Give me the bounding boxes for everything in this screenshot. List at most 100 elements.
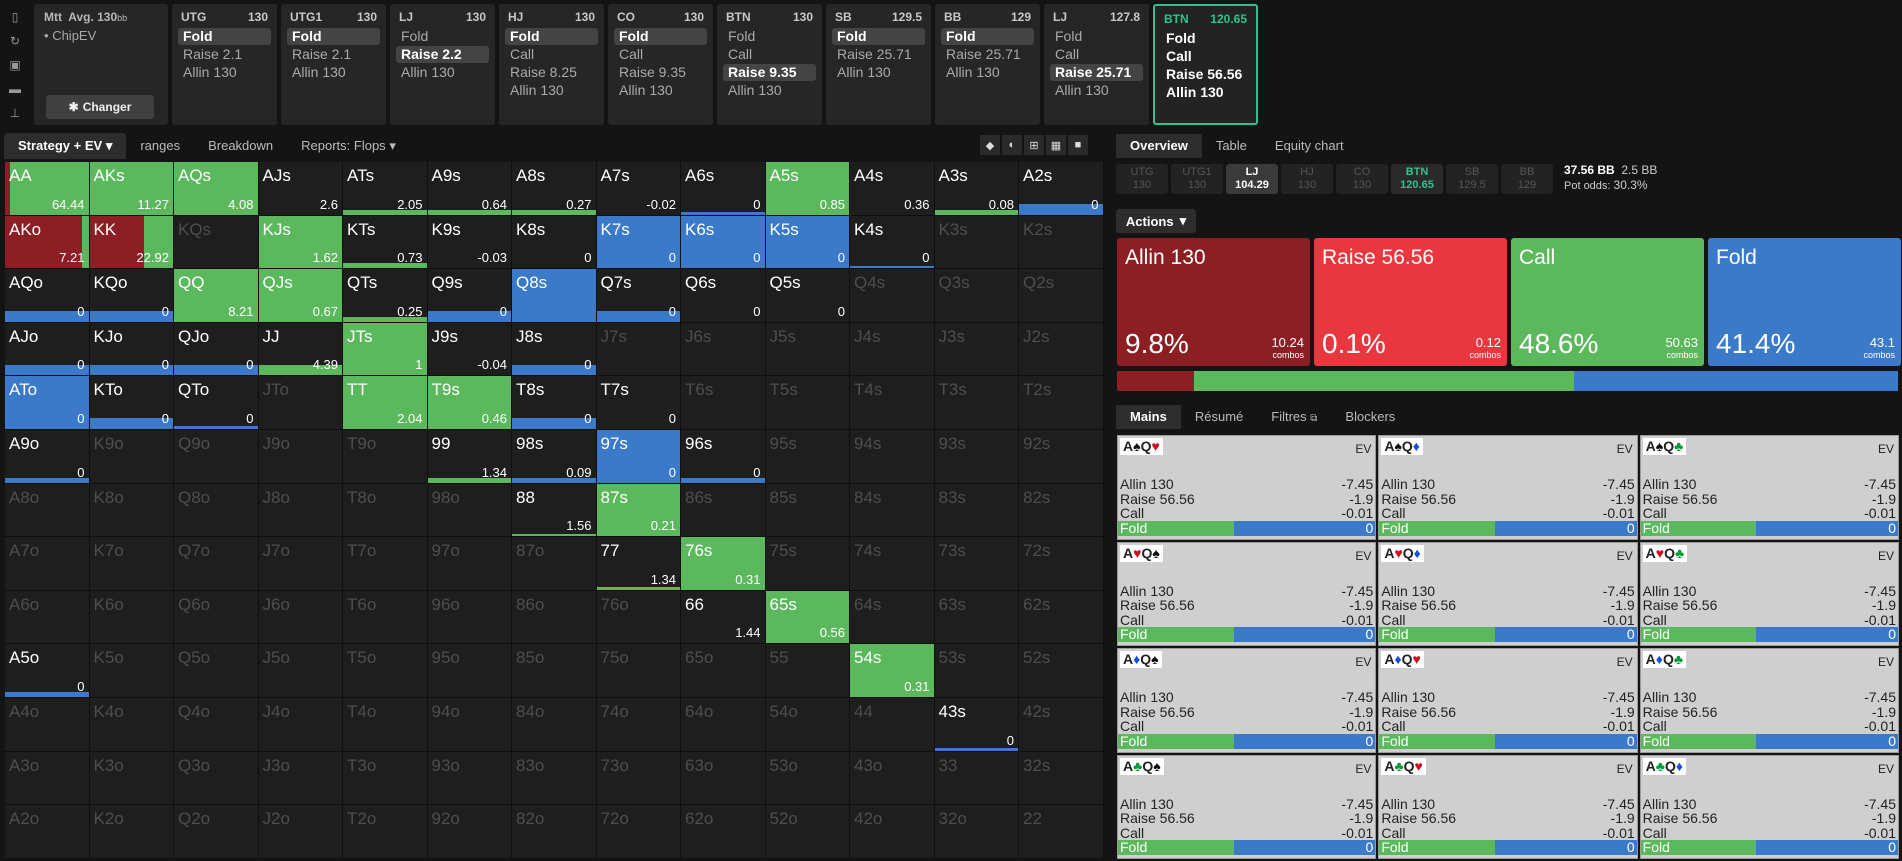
hand-cell[interactable]: K9o — [89, 429, 174, 484]
hand-cell[interactable]: T4s — [850, 376, 935, 430]
hand-cell[interactable]: T8s 0 — [512, 376, 597, 430]
hand-cell[interactable]: T5s — [765, 376, 850, 430]
hand-cell[interactable]: 62o — [681, 805, 766, 859]
position-option[interactable]: Raise 25.71 — [946, 46, 1021, 62]
position-chip[interactable]: LJ 104.29 — [1226, 163, 1278, 194]
hand-cell[interactable]: QQ 8.21 — [174, 269, 259, 323]
position-chip[interactable]: CO 130 — [1336, 163, 1388, 194]
position-option[interactable]: Fold — [941, 28, 1034, 45]
hand-cell[interactable]: A3s 0.08 — [934, 162, 1019, 216]
hand-cell[interactable]: 97o — [427, 537, 512, 591]
hand-cell[interactable]: 74s — [850, 537, 935, 591]
hand-cell[interactable]: 64o — [681, 697, 766, 752]
hand-cell[interactable]: A2o — [5, 805, 90, 859]
hand-cell[interactable]: A6o — [5, 590, 90, 645]
hand-cell[interactable]: T3o — [343, 751, 428, 806]
hand-cell[interactable]: AKs 11.27 — [89, 162, 174, 216]
position-option[interactable]: Call — [510, 46, 535, 62]
hand-cell[interactable]: K2s — [1019, 215, 1104, 270]
hand-cell[interactable]: KTo 0 — [89, 376, 174, 430]
hand-cell[interactable]: T6s — [681, 376, 766, 430]
tab-strategy-ev[interactable]: Strategy + EV ▾ — [4, 133, 127, 159]
hand-combo-card[interactable]: A♠Q♥ EV Allin 130 -7.45 Raise 56.56 -1.9 Call -… — [1117, 435, 1377, 540]
position-option[interactable]: Call — [1055, 46, 1080, 62]
hand-cell[interactable]: 76s 0.31 — [681, 537, 766, 591]
hand-combo-card[interactable]: A♠Q♦ EV Allin 130 -7.45 Raise 56.56 -1.9 Call -… — [1378, 435, 1638, 540]
position-option[interactable]: Allin 130 — [619, 82, 673, 98]
align-icon[interactable]: ⊥ — [9, 106, 21, 120]
hand-cell[interactable]: AQo 0 — [5, 269, 90, 323]
hand-cell[interactable]: J2o — [258, 805, 343, 859]
action-card[interactable]: Allin 130 9.8% 10.24 combos — [1117, 238, 1310, 366]
position-option[interactable]: Raise 2.2 — [396, 46, 489, 63]
hand-cell[interactable]: Q3s — [934, 269, 1019, 323]
hand-cell[interactable]: A5s 0.85 — [765, 162, 850, 216]
tab-resume[interactable]: Résumé — [1194, 409, 1244, 424]
hand-cell[interactable]: 95o — [427, 644, 512, 698]
hand-cell[interactable]: T7s 0 — [596, 376, 681, 430]
hand-cell[interactable]: 42o — [850, 805, 935, 859]
hand-cell[interactable]: J6o — [258, 590, 343, 645]
position-option[interactable]: Call — [1166, 48, 1192, 64]
hand-cell[interactable]: 54o — [765, 697, 850, 752]
hand-cell[interactable]: 96s 0 — [681, 429, 766, 484]
hand-cell[interactable]: 94s — [850, 429, 935, 484]
hand-cell[interactable]: AKo 7.21 — [5, 215, 90, 270]
hand-cell[interactable]: Q3o — [174, 751, 259, 806]
hand-cell[interactable]: Q7o — [174, 537, 259, 591]
tab-reports-flops[interactable]: Reports: Flops ▾ — [287, 133, 410, 159]
hand-cell[interactable]: 72s — [1019, 537, 1104, 591]
hand-cell[interactable]: KK 22.92 — [89, 215, 174, 270]
hand-cell[interactable]: T9s 0.46 — [427, 376, 512, 430]
hand-cell[interactable]: 63o — [681, 751, 766, 806]
position-card-sb[interactable]: SB 129.5 Fold Raise 25.71 Allin 130 — [826, 4, 931, 125]
tab-table[interactable]: Table — [1215, 138, 1247, 153]
grid-small-icon[interactable]: ⊞ — [1024, 135, 1044, 155]
position-option[interactable]: Allin 130 — [292, 64, 346, 80]
bookmark-icon[interactable]: ▯ — [11, 10, 19, 24]
position-option[interactable]: Allin 130 — [728, 82, 782, 98]
tab-blockers[interactable]: Blockers — [1345, 409, 1396, 424]
hand-cell[interactable]: T6o — [343, 590, 428, 645]
position-option[interactable]: Allin 130 — [1055, 82, 1109, 98]
hand-cell[interactable]: T3s — [934, 376, 1019, 430]
tab-ranges[interactable]: ranges — [140, 138, 181, 153]
hand-cell[interactable]: 84s — [850, 483, 935, 538]
hand-cell[interactable]: QTo 0 — [174, 376, 259, 430]
hand-cell[interactable]: 85o — [512, 644, 597, 698]
hand-cell[interactable]: J8o — [258, 483, 343, 538]
hand-cell[interactable]: QTs 0.25 — [343, 269, 428, 323]
hand-cell[interactable]: Q9s 0 — [427, 269, 512, 323]
position-card-bb[interactable]: BB 129 Fold Raise 25.71 Allin 130 — [935, 4, 1040, 125]
position-card-lj[interactable]: LJ 130 Fold Raise 2.2 Allin 130 — [390, 4, 495, 125]
hand-cell[interactable]: 65s 0.56 — [765, 590, 850, 645]
hand-cell[interactable]: J4o — [258, 697, 343, 752]
hand-cell[interactable]: 97s 0 — [596, 429, 681, 484]
hand-cell[interactable]: T5o — [343, 644, 428, 698]
hand-cell[interactable]: T7o — [343, 537, 428, 591]
hand-cell[interactable]: 74o — [596, 697, 681, 752]
hand-cell[interactable]: 42s — [1019, 697, 1104, 752]
hand-cell[interactable]: K9s -0.03 — [427, 215, 512, 270]
hand-cell[interactable]: 53s — [934, 644, 1019, 698]
hand-cell[interactable]: K8o — [89, 483, 174, 538]
car-icon[interactable]: ▬ — [9, 82, 21, 96]
hand-cell[interactable]: 85s — [765, 483, 850, 538]
hand-cell[interactable]: Q5s 0 — [765, 269, 850, 323]
hand-cell[interactable]: 87o — [512, 537, 597, 591]
hand-cell[interactable]: 64s — [850, 590, 935, 645]
hand-cell[interactable]: 63s — [934, 590, 1019, 645]
hand-cell[interactable]: TT 2.04 — [343, 376, 428, 430]
hand-cell[interactable]: A7s -0.02 — [596, 162, 681, 216]
hand-cell[interactable]: T4o — [343, 697, 428, 752]
position-option[interactable]: Call — [619, 46, 644, 62]
hand-cell[interactable]: A9o 0 — [5, 429, 90, 484]
hand-cell[interactable]: AQs 4.08 — [174, 162, 259, 216]
hand-cell[interactable]: Q4o — [174, 697, 259, 752]
hand-cell[interactable]: J4s — [850, 322, 935, 377]
hand-cell[interactable]: K5s 0 — [765, 215, 850, 270]
position-card-utg[interactable]: UTG 130 Fold Raise 2.1 Allin 130 — [172, 4, 277, 125]
hand-cell[interactable]: K7s 0 — [596, 215, 681, 270]
hand-cell[interactable]: K3s — [934, 215, 1019, 270]
hand-cell[interactable]: K3o — [89, 751, 174, 806]
